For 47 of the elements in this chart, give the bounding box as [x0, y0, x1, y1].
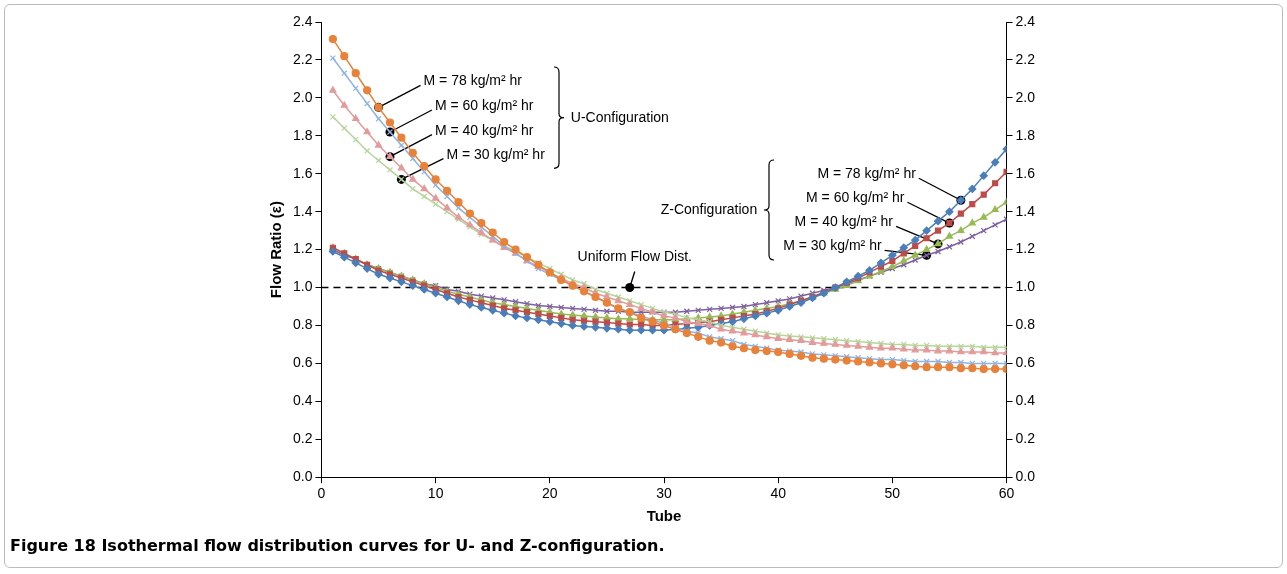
y2-tick-label: 2.0	[1015, 88, 1036, 105]
y2-tick-label: 0.6	[1015, 354, 1036, 371]
annotation: Uniform Flow Dist.	[577, 248, 692, 265]
y2-tick-label: 0.4	[1015, 392, 1036, 409]
y-tick-label: 2.2	[292, 50, 313, 67]
annotation: M = 30 kg/m² hr	[446, 145, 546, 162]
x-axis-title: Tube	[646, 507, 682, 525]
x-tick-label: 60	[998, 485, 1015, 502]
x-tick-label: 40	[770, 485, 787, 502]
y-tick-label: 1.6	[292, 164, 313, 181]
y2-tick-label: 0.0	[1015, 468, 1036, 485]
x-tick-label: 20	[542, 485, 558, 502]
annotation: Z-Configuration	[660, 201, 758, 218]
y-tick-label: 2.0	[292, 88, 313, 105]
x-tick-label: 50	[884, 485, 901, 502]
x-tick-label: 30	[656, 485, 672, 502]
y2-tick-label: 1.8	[1015, 126, 1036, 143]
annotation: M = 78 kg/m² hr	[423, 72, 523, 89]
y2-tick-label: 1.6	[1015, 164, 1036, 181]
y-tick-label: 2.4	[292, 12, 313, 29]
y-tick-label: 0.0	[292, 468, 313, 485]
y-tick-label: 1.8	[292, 126, 313, 143]
annotation: M = 78 kg/m² hr	[817, 165, 917, 182]
y-tick-label: 0.8	[292, 316, 313, 333]
annotation: M = 60 kg/m² hr	[806, 189, 905, 206]
y2-tick-label: 1.2	[1015, 240, 1036, 257]
x-tick-label: 0	[317, 485, 326, 502]
caption: Figure 18 Isothermal flow distribution curves for U- and Z-configuration.	[10, 536, 665, 555]
y2-tick-label: 1.0	[1015, 278, 1036, 295]
y-tick-label: 0.2	[292, 430, 313, 447]
annotation: U-Configuration	[570, 108, 669, 125]
y-tick-label: 0.4	[292, 392, 313, 409]
annotation: M = 40 kg/m² hr	[434, 121, 534, 138]
y2-tick-label: 0.8	[1015, 316, 1036, 333]
annotation: M = 30 kg/m² hr	[783, 237, 882, 254]
annotation: M = 40 kg/m² hr	[794, 213, 894, 230]
y-tick-label: 0.6	[292, 354, 313, 371]
x-tick-label: 10	[427, 485, 444, 502]
y2-tick-label: 0.2	[1015, 430, 1036, 447]
y2-tick-label: 1.4	[1015, 202, 1036, 219]
y-axis-title: Flow Ratio (ε)	[267, 201, 285, 299]
y-tick-label: 1.0	[292, 278, 313, 295]
y2-tick-label: 2.4	[1015, 12, 1036, 29]
y-tick-label: 1.4	[292, 202, 313, 219]
annotation: M = 60 kg/m² hr	[434, 96, 534, 113]
y-tick-label: 1.2	[292, 240, 313, 257]
y2-tick-label: 2.2	[1015, 50, 1036, 67]
